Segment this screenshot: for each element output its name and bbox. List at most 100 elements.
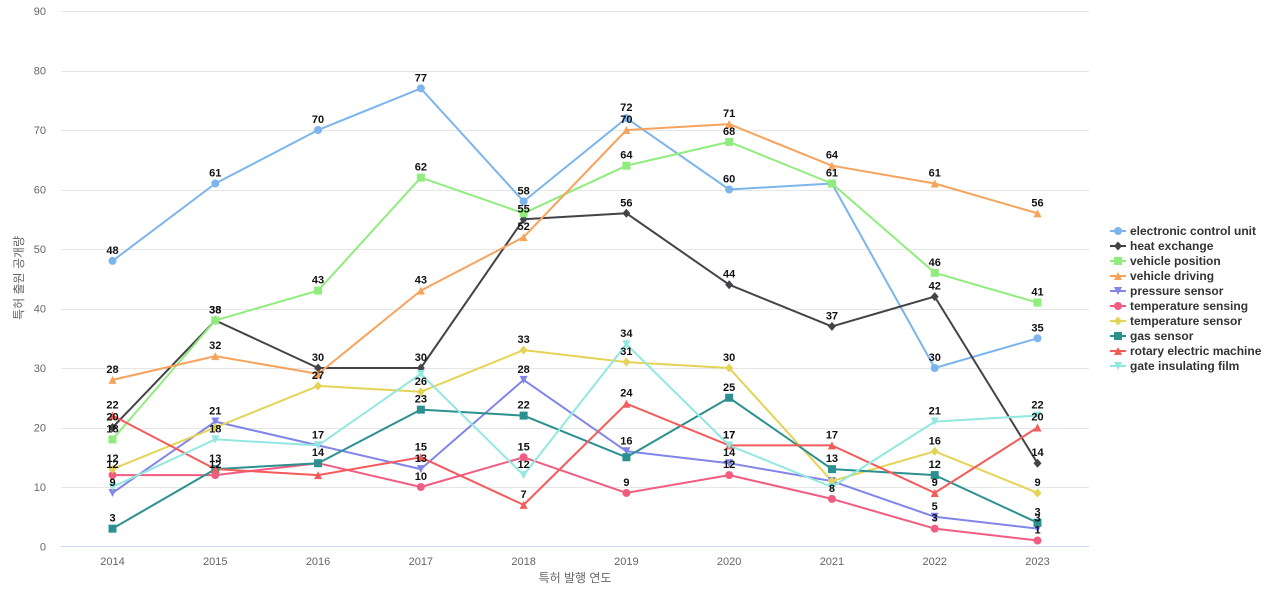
data-point[interactable] bbox=[314, 459, 323, 468]
data-point[interactable] bbox=[725, 471, 734, 480]
series-line[interactable] bbox=[111, 456, 1039, 542]
data-point[interactable] bbox=[314, 126, 323, 134]
data-point[interactable] bbox=[622, 453, 631, 462]
data-point[interactable] bbox=[416, 387, 425, 397]
data-point[interactable] bbox=[314, 381, 323, 391]
data-point[interactable] bbox=[108, 423, 117, 432]
data-point[interactable] bbox=[211, 316, 220, 325]
series-line[interactable] bbox=[111, 87, 1039, 369]
data-point[interactable] bbox=[827, 465, 836, 474]
data-point[interactable] bbox=[725, 393, 734, 402]
data-point[interactable] bbox=[827, 441, 836, 450]
data-point[interactable] bbox=[725, 363, 734, 373]
data-point[interactable] bbox=[108, 524, 117, 533]
data-point[interactable] bbox=[1033, 411, 1042, 420]
data-point[interactable] bbox=[622, 114, 631, 123]
data-point[interactable] bbox=[622, 340, 631, 349]
data-point[interactable] bbox=[827, 161, 836, 170]
legend-item[interactable]: heat exchange bbox=[1110, 239, 1214, 253]
data-point[interactable] bbox=[519, 411, 528, 420]
data-point[interactable] bbox=[930, 364, 939, 372]
data-point[interactable] bbox=[622, 488, 631, 497]
data-point[interactable] bbox=[108, 435, 117, 444]
data-point[interactable] bbox=[622, 447, 631, 456]
data-point[interactable] bbox=[314, 471, 323, 480]
data-point[interactable] bbox=[519, 233, 528, 242]
legend-item[interactable]: temperature sensing bbox=[1110, 299, 1248, 313]
series-line[interactable] bbox=[111, 343, 1039, 488]
legend-item[interactable]: gas sensor bbox=[1110, 329, 1194, 343]
data-point[interactable] bbox=[1033, 209, 1042, 218]
data-point[interactable] bbox=[1033, 518, 1042, 527]
data-point[interactable] bbox=[622, 126, 631, 134]
data-point[interactable] bbox=[519, 197, 528, 206]
data-point[interactable] bbox=[1033, 536, 1042, 545]
data-point[interactable] bbox=[622, 208, 631, 218]
data-point[interactable] bbox=[108, 375, 117, 384]
data-point[interactable] bbox=[725, 441, 734, 450]
data-point[interactable] bbox=[416, 286, 425, 295]
data-point[interactable] bbox=[108, 488, 117, 497]
data-point[interactable] bbox=[211, 465, 220, 474]
data-point[interactable] bbox=[108, 411, 117, 420]
data-point[interactable] bbox=[725, 185, 734, 194]
data-point[interactable] bbox=[725, 459, 734, 468]
data-point[interactable] bbox=[519, 345, 528, 355]
data-point[interactable] bbox=[930, 471, 939, 480]
data-point[interactable] bbox=[108, 256, 117, 265]
data-point[interactable] bbox=[211, 423, 220, 432]
data-point[interactable] bbox=[211, 179, 220, 188]
legend-item[interactable]: pressure sensor bbox=[1110, 284, 1224, 298]
data-point[interactable] bbox=[1033, 298, 1042, 307]
data-point[interactable] bbox=[725, 137, 734, 146]
data-point[interactable] bbox=[930, 179, 939, 188]
legend-item[interactable]: temperature sensor bbox=[1110, 314, 1242, 328]
data-point[interactable] bbox=[930, 268, 939, 277]
series-line[interactable] bbox=[111, 378, 1039, 530]
series-line[interactable] bbox=[111, 396, 1039, 530]
legend-item[interactable]: vehicle position bbox=[1110, 254, 1221, 268]
data-point[interactable] bbox=[519, 453, 528, 462]
series-line[interactable] bbox=[111, 140, 1039, 441]
data-point[interactable] bbox=[827, 494, 836, 503]
series-line[interactable] bbox=[111, 123, 1039, 381]
data-point[interactable] bbox=[930, 512, 939, 521]
data-point[interactable] bbox=[314, 441, 323, 450]
data-point[interactable] bbox=[416, 453, 425, 462]
data-point[interactable] bbox=[930, 446, 939, 456]
data-point[interactable] bbox=[211, 435, 220, 444]
data-point[interactable] bbox=[416, 405, 425, 414]
data-point[interactable] bbox=[108, 483, 117, 491]
series-line[interactable] bbox=[111, 212, 1039, 465]
data-point[interactable] bbox=[314, 286, 323, 295]
data-point[interactable] bbox=[314, 363, 323, 373]
data-point[interactable] bbox=[1033, 458, 1042, 468]
data-point[interactable] bbox=[622, 357, 631, 367]
data-point[interactable] bbox=[1033, 423, 1042, 432]
data-point[interactable] bbox=[416, 465, 425, 474]
data-point[interactable] bbox=[416, 84, 425, 93]
data-point[interactable] bbox=[519, 500, 528, 509]
data-point[interactable] bbox=[108, 471, 117, 480]
data-point[interactable] bbox=[930, 524, 939, 533]
data-point[interactable] bbox=[416, 173, 425, 182]
data-point[interactable] bbox=[725, 120, 734, 129]
data-point[interactable] bbox=[1033, 334, 1042, 343]
legend-item[interactable]: gate insulating film bbox=[1110, 359, 1239, 373]
legend-item[interactable]: electronic control unit bbox=[1110, 224, 1256, 238]
data-point[interactable] bbox=[519, 375, 528, 384]
series-line[interactable] bbox=[111, 349, 1039, 494]
series-line[interactable] bbox=[111, 402, 1039, 506]
data-point[interactable] bbox=[211, 352, 220, 361]
data-point[interactable] bbox=[827, 321, 836, 331]
legend-item[interactable]: rotary electric machine bbox=[1110, 344, 1262, 358]
data-point[interactable] bbox=[930, 292, 939, 302]
data-point[interactable] bbox=[622, 399, 631, 408]
data-point[interactable] bbox=[314, 369, 323, 378]
data-point[interactable] bbox=[930, 417, 939, 426]
data-point[interactable] bbox=[1033, 488, 1042, 498]
data-point[interactable] bbox=[725, 280, 734, 290]
data-point[interactable] bbox=[827, 483, 836, 491]
data-point[interactable] bbox=[827, 179, 836, 188]
